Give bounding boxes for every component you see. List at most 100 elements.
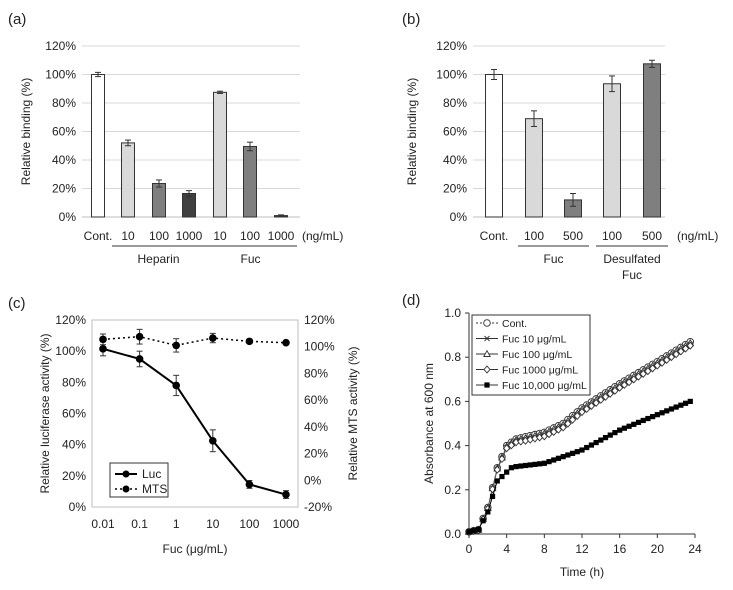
data-point-series-3 [592, 398, 600, 407]
panel-label-a: (a) [8, 11, 26, 28]
series-line-luc [102, 347, 287, 496]
data-point-series-3 [606, 389, 614, 398]
data-point-series-3 [658, 358, 666, 367]
data-point-mts [172, 341, 180, 350]
group-label: Desulfated [603, 252, 660, 266]
x-tick-label: 1000 [176, 229, 203, 243]
data-point-series-4 [645, 415, 651, 422]
data-point-series-3 [653, 361, 661, 370]
bar [121, 142, 135, 218]
data-point-series-4 [602, 434, 609, 441]
data-point-mts [99, 335, 107, 344]
data-point-series-4 [584, 444, 590, 451]
data-point-series-3 [545, 430, 553, 439]
data-point-series-4 [621, 425, 627, 431]
chart-d: 0.0 0.2 0.4 0.6 0.8 1.0 0 4 8 12 16 20 24 Time (h) Abs… [422, 306, 702, 579]
data-point-luc [209, 436, 217, 445]
data-point-series-3 [573, 411, 581, 420]
data-point-series-3 [620, 380, 628, 390]
data-point-series-3 [649, 364, 657, 373]
data-point-series-4 [574, 449, 580, 455]
x-tick-label: Cont. [480, 229, 509, 243]
data-point-mts [282, 338, 290, 347]
y-tick-label: 0% [59, 210, 77, 224]
data-point-series-3 [550, 427, 558, 436]
y-tick-label: 40% [443, 153, 467, 167]
data-point-series-3 [667, 352, 676, 362]
bar [213, 91, 227, 218]
y2-tick-label: 40% [304, 420, 328, 434]
y-tick-label: 0.6 [444, 394, 461, 408]
bar [643, 63, 661, 218]
data-point-series-3 [493, 465, 501, 474]
bar [485, 74, 503, 218]
y-axis-label: Relative binding (%) [405, 78, 419, 185]
data-point-series-3 [681, 344, 690, 353]
panel-label-c: (c) [8, 295, 26, 312]
data-point-series-4 [598, 437, 604, 443]
data-point-series-4 [678, 402, 684, 408]
y2-tick-label: 0% [304, 473, 322, 487]
data-point-series-3 [568, 415, 577, 424]
legend-marker [483, 349, 491, 357]
panel-label-d: (d) [402, 292, 420, 309]
x-tick-label: 100 [239, 517, 259, 531]
data-point-series-3 [559, 423, 567, 432]
data-point-series-3 [601, 392, 610, 401]
y-tick-label: 20% [443, 182, 467, 196]
y2-tick-label: 100% [304, 340, 335, 354]
y2-axis-label: Relative MTS activity (%) [346, 346, 360, 480]
legend-label: MTS [142, 482, 167, 496]
y-tick-label: 80% [62, 375, 86, 389]
data-point-series-4 [631, 421, 637, 427]
x-tick-label: 0.1 [131, 517, 148, 531]
y-tick-label: 40% [62, 438, 86, 452]
group-label: Heparin [137, 252, 179, 266]
data-point-series-4 [466, 529, 472, 535]
y-tick-label: 0.2 [444, 483, 461, 497]
data-point-series-3 [639, 369, 647, 378]
y-tick-label: 80% [52, 96, 76, 110]
data-point-series-4 [687, 398, 693, 404]
data-point-series-3 [554, 425, 563, 434]
data-point-series-4 [668, 406, 675, 412]
y-tick-label: 0% [69, 500, 87, 514]
chart-b: 0% 20% 40% 60% 80% 100% 120% Relative binding (… [405, 39, 718, 282]
data-point-series-3 [597, 395, 605, 404]
bar [182, 192, 196, 218]
data-point-series-4 [640, 417, 646, 424]
y-tick-label: 0% [450, 210, 468, 224]
data-point-series-3 [644, 367, 652, 376]
bar [243, 145, 257, 218]
data-point-series-4 [546, 459, 552, 465]
data-point-series-4 [569, 450, 576, 456]
data-point-series-4 [551, 457, 557, 463]
y2-tick-label: -20% [304, 500, 332, 514]
data-point-series-3 [498, 454, 506, 464]
data-point-series-3 [634, 372, 643, 381]
y2-tick-label: 20% [304, 447, 328, 461]
data-point-series-3 [503, 444, 511, 453]
data-point-series-3 [507, 441, 515, 450]
data-point-luc [172, 381, 180, 390]
data-point-series-4 [522, 462, 529, 469]
y-tick-label: 1.0 [444, 306, 461, 320]
legend-marker [483, 365, 491, 374]
data-point-mts [135, 332, 144, 341]
bar [91, 74, 105, 218]
y-tick-label: 100% [45, 68, 76, 82]
data-point-series-4 [518, 463, 524, 469]
data-point-series-3 [630, 375, 638, 384]
y-tick-label: 120% [45, 39, 76, 53]
x-tick-label: 24 [688, 542, 702, 556]
data-point-series-4 [650, 413, 656, 420]
data-point-series-3 [540, 432, 548, 441]
data-point-series-4 [471, 528, 477, 534]
data-point-luc [99, 345, 107, 353]
x-tick-label: Cont. [84, 229, 113, 243]
data-point-series-4 [635, 419, 642, 425]
data-point-series-4 [617, 427, 623, 433]
x-tick-label: 1 [173, 517, 180, 531]
data-point-series-4 [565, 452, 571, 458]
